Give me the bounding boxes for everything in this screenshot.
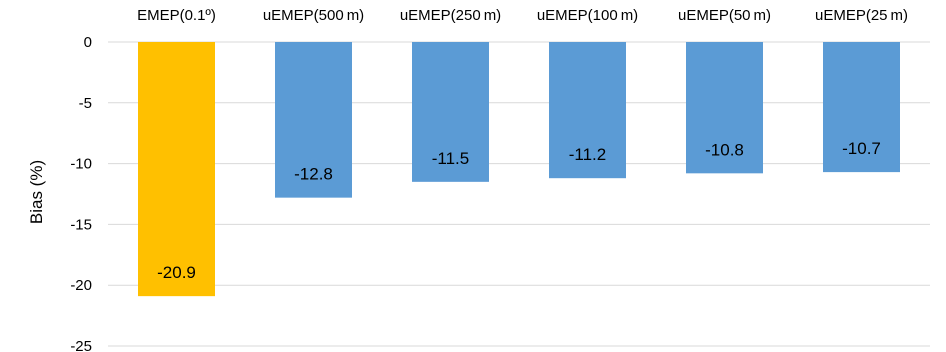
bars [138,42,900,297]
bar [138,42,215,297]
category-labels: EMEP(0.1º) uEMEP(500 m) uEMEP(250 m) uEMEP(… [137,7,908,24]
y-axis-ticks: 0 -5 -10 -15 -20 -25 [70,34,92,352]
y-tick-label: -25 [70,338,92,352]
data-label: -11.2 [569,145,607,164]
y-tick-label: 0 [84,34,92,51]
category-label: EMEP(0.1º) [137,7,216,24]
y-axis-label: Bias (%) [27,160,46,224]
bar [823,42,900,173]
bar [275,42,352,198]
bar [686,42,763,174]
gridlines [108,41,930,347]
category-label: uEMEP(25 m) [815,7,908,24]
y-tick-label: -20 [70,277,92,294]
data-labels: -20.9 -12.8 -11.5 -11.2 -10.8 -10.7 [157,139,881,282]
y-tick-label: -10 [70,156,92,173]
data-label: -11.5 [432,149,470,168]
data-label: -20.9 [157,263,196,282]
category-label: uEMEP(500 m) [263,7,364,24]
bar [549,42,626,179]
data-label: -12.8 [294,165,333,184]
category-label: uEMEP(50 m) [678,7,771,24]
data-label: -10.7 [842,139,881,158]
data-label: -10.8 [705,140,744,159]
category-label: uEMEP(250 m) [400,7,501,24]
bar [412,42,489,182]
y-tick-label: -15 [70,216,92,233]
category-label: uEMEP(100 m) [537,7,638,24]
y-tick-label: -5 [79,95,92,112]
